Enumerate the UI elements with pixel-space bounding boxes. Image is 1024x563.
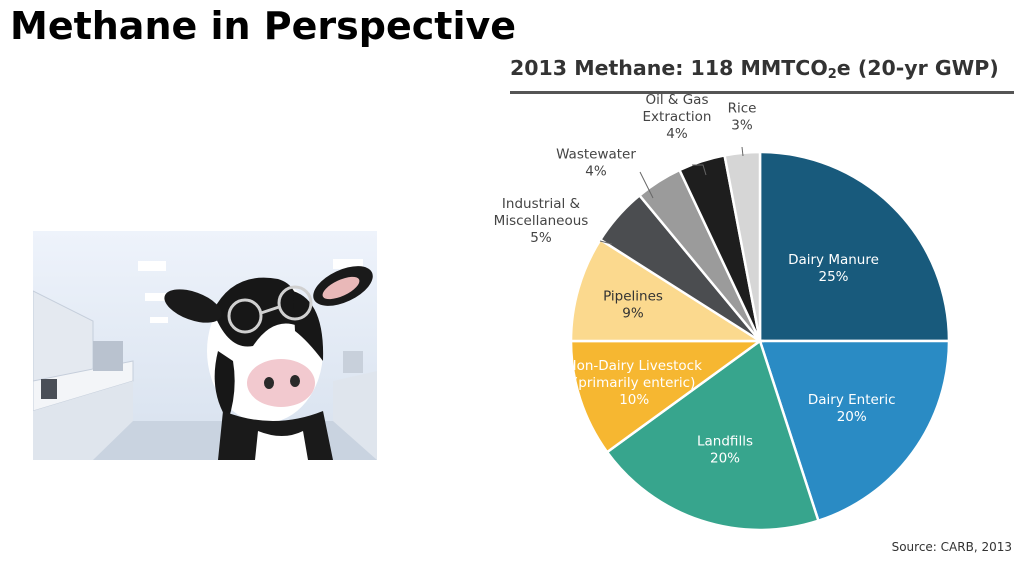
leader-line-rice [741, 146, 744, 157]
pie-slice-dairy-enteric [758, 339, 951, 523]
chart-title-after: e (20-yr GWP) [836, 56, 999, 80]
pie-slice-non-dairy-livestock [569, 339, 764, 454]
pie-label-pipelines: Pipelines 9% [603, 289, 663, 322]
pie-label-industrial-miscellaneous: Industrial & Miscellaneous 5% [494, 196, 589, 246]
leader-line-oil-gas-extraction [692, 164, 707, 176]
source-note: Source: CARB, 2013 [891, 540, 1012, 554]
chart-title: 2013 Methane: 118 MMTCO2e (20-yr GWP) [510, 56, 1015, 82]
cow-illustration [33, 231, 377, 460]
pie-slice-dairy-manure [758, 150, 951, 343]
pie-label-wastewater: Wastewater 4% [556, 147, 636, 180]
leader-line-industrial-miscellaneous [599, 240, 613, 245]
pie-label-rice: Rice 3% [728, 101, 757, 134]
chart-title-subscript: 2 [827, 67, 837, 82]
pie-label-dairy-manure: Dairy Manure 25% [788, 252, 879, 285]
chart-title-main: 2013 Methane: 118 MMTCO [510, 56, 828, 80]
pie-label-dairy-enteric: Dairy Enteric 20% [808, 392, 896, 425]
pie-label-non-dairy-livestock: Non-Dairy Livestock (primarily enteric) 10… [566, 358, 702, 408]
chart-title-rule [510, 91, 1014, 94]
pie-label-oil-gas-extraction: Oil & Gas Extraction 4% [643, 92, 712, 142]
slide-title: Methane in Perspective [10, 4, 517, 48]
leader-line-wastewater [639, 171, 654, 199]
pie-slice-landfills [605, 338, 820, 532]
cow-lab-photo [33, 231, 377, 460]
pie-label-landfills: Landfills 20% [697, 433, 753, 466]
pie-slice-pipelines [569, 238, 765, 343]
